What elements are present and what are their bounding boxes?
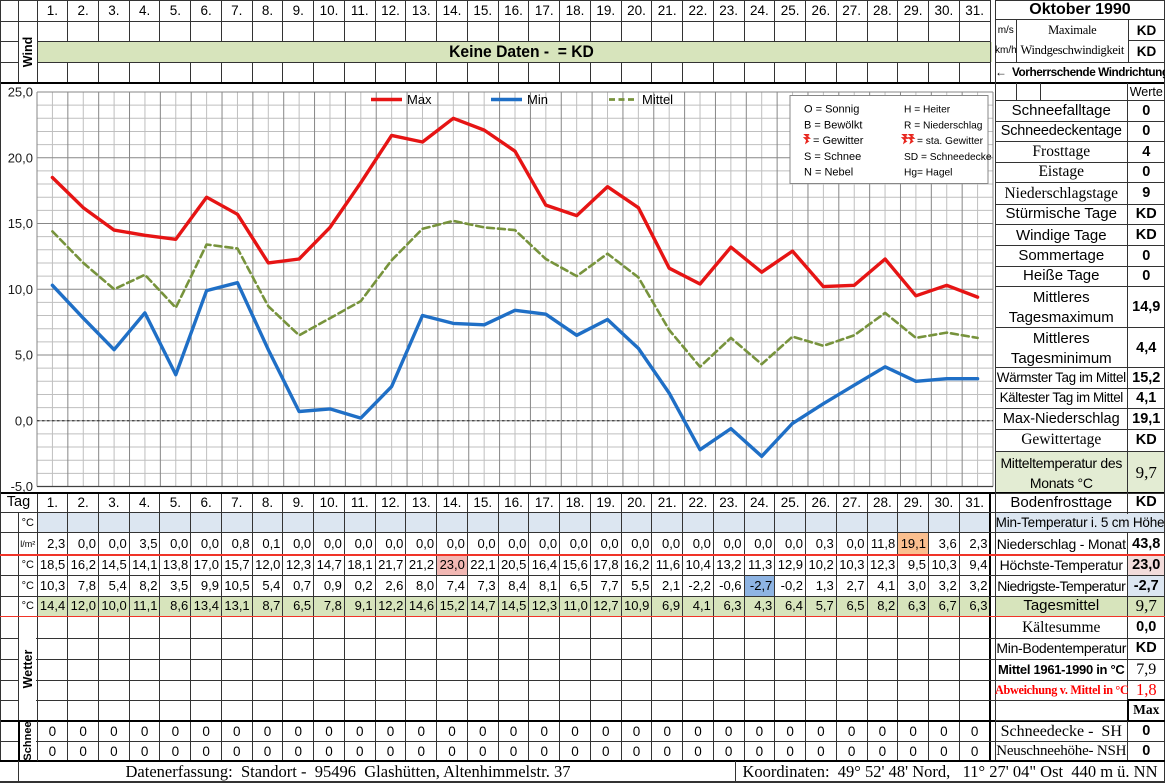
svg-text:20,0: 20,0 xyxy=(8,150,33,165)
svg-text:25,0: 25,0 xyxy=(8,84,33,99)
svg-text:Max: Max xyxy=(407,92,432,107)
svg-text:R = Niederschlag: R = Niederschlag xyxy=(904,120,983,131)
svg-text:15,0: 15,0 xyxy=(8,216,33,231)
svg-text:S = Schnee: S = Schnee xyxy=(804,150,861,162)
svg-text:H = Heiter: H = Heiter xyxy=(904,104,951,115)
svg-text:Mittel: Mittel xyxy=(642,92,673,107)
svg-text:Hg= Hagel: Hg= Hagel xyxy=(904,167,952,178)
svg-text:= Gewitter: = Gewitter xyxy=(813,135,864,147)
svg-text:Min: Min xyxy=(527,92,548,107)
svg-text:= sta. Gewitter: = sta. Gewitter xyxy=(917,136,984,147)
svg-text:10,0: 10,0 xyxy=(8,281,33,296)
svg-text:N = Nebel: N = Nebel xyxy=(804,166,853,178)
svg-text:O = Sonnig: O = Sonnig xyxy=(804,103,859,115)
svg-text:0,0: 0,0 xyxy=(15,413,33,428)
svg-text:B = Bewölkt: B = Bewölkt xyxy=(804,119,862,131)
svg-text:SD = Schneedecke: SD = Schneedecke xyxy=(904,151,992,162)
svg-text:5,0: 5,0 xyxy=(15,347,33,362)
svg-text:-5,0: -5,0 xyxy=(11,479,33,494)
